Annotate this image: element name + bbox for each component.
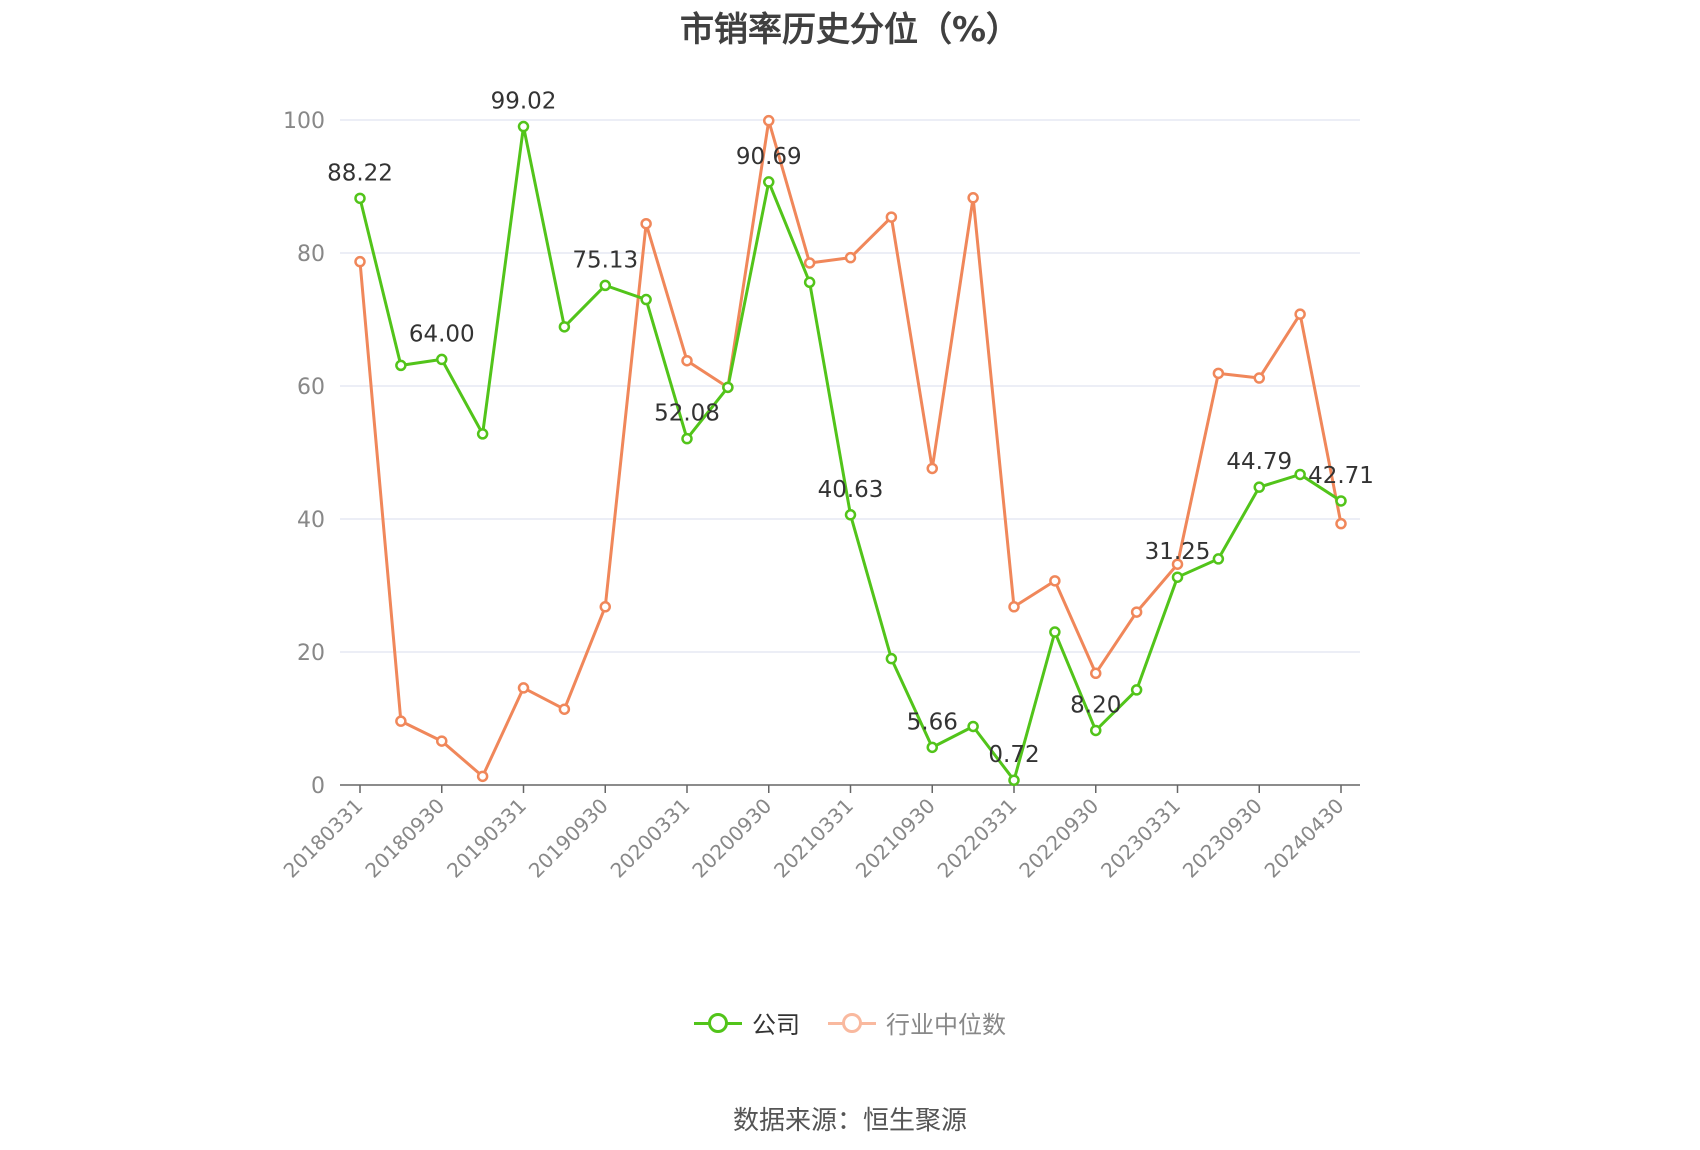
legend-label-industry-median: 行业中位数 xyxy=(886,1011,1006,1039)
y-tick-label: 100 xyxy=(283,109,325,134)
legend-item-industry-median[interactable]: 行业中位数 xyxy=(828,1005,1006,1040)
x-tick-label: 20190331 xyxy=(442,794,531,883)
data-point xyxy=(1090,724,1102,737)
data-point xyxy=(926,462,938,475)
data-source: 数据来源：恒生聚源 xyxy=(732,1106,967,1136)
data-point xyxy=(1335,517,1347,530)
x-tick-label: 20210331 xyxy=(769,794,858,883)
legend-swatch-company xyxy=(694,1011,742,1035)
x-axis: 2018033120180930201903312019093020200331… xyxy=(279,784,1360,883)
x-tick-label: 20180331 xyxy=(279,794,368,883)
data-point xyxy=(599,601,611,613)
data-point xyxy=(885,652,898,665)
x-tick-label: 20180930 xyxy=(360,794,449,883)
data-point xyxy=(681,354,693,367)
data-point xyxy=(476,428,489,440)
x-tick-label: 20210930 xyxy=(851,794,940,883)
data-label: 5.66 xyxy=(907,709,958,735)
data-point xyxy=(1294,468,1306,481)
data-point xyxy=(763,176,775,188)
data-point xyxy=(1212,367,1225,380)
x-tick-label: 20240430 xyxy=(1260,794,1349,883)
x-tick-label: 20200331 xyxy=(606,794,695,883)
data-point xyxy=(967,720,979,733)
data-label: 99.02 xyxy=(491,89,557,115)
data-point xyxy=(844,251,857,264)
legend-label-company: 公司 xyxy=(752,1011,800,1039)
series-layer xyxy=(354,114,1347,786)
data-point xyxy=(640,293,652,306)
data-point xyxy=(681,432,693,445)
data-label: 64.00 xyxy=(409,321,475,347)
data-point xyxy=(1130,606,1143,618)
data-point xyxy=(1212,553,1225,565)
data-point xyxy=(803,257,816,269)
y-tick-label: 20 xyxy=(297,641,325,666)
line-chart: 0 20 40 60 80 100 201803312018093020190331201… xyxy=(279,89,1374,883)
data-point xyxy=(1171,571,1184,583)
data-point xyxy=(1049,575,1061,587)
data-point xyxy=(1253,372,1265,384)
data-label: 75.13 xyxy=(572,247,638,273)
data-point xyxy=(599,279,611,292)
data-point xyxy=(354,192,366,205)
data-point xyxy=(926,741,938,754)
data-label: 0.72 xyxy=(988,742,1039,768)
data-label: 90.69 xyxy=(736,144,802,170)
x-tick-label: 20200930 xyxy=(687,794,776,883)
grid-lines xyxy=(340,119,1360,653)
data-point xyxy=(395,715,407,727)
data-point xyxy=(1008,601,1020,613)
legend: 公司 行业中位数 xyxy=(0,1005,1700,1040)
legend-item-company[interactable]: 公司 xyxy=(694,1005,800,1040)
data-point xyxy=(354,255,366,268)
data-point xyxy=(1253,481,1265,493)
y-tick-label: 60 xyxy=(297,375,325,400)
x-tick-label: 20230331 xyxy=(1096,794,1185,883)
data-point xyxy=(1049,626,1061,638)
series-line xyxy=(358,125,1342,782)
data-point xyxy=(436,353,448,366)
data-point xyxy=(1008,774,1020,786)
data-point xyxy=(476,770,489,783)
data-point xyxy=(885,211,898,223)
data-point xyxy=(844,509,857,521)
data-point xyxy=(395,359,407,372)
x-tick-label: 20220331 xyxy=(933,794,1022,883)
data-point xyxy=(640,217,652,230)
data-point xyxy=(1335,495,1347,507)
x-tick-label: 20220930 xyxy=(1014,794,1103,883)
chart-title: 市销率历史分位（%） xyxy=(679,10,1021,50)
data-label: 8.20 xyxy=(1070,692,1121,718)
data-label: 52.08 xyxy=(654,401,720,427)
data-point xyxy=(763,114,775,127)
data-point xyxy=(558,321,571,333)
data-point xyxy=(803,276,816,289)
y-tick-label: 0 xyxy=(311,774,325,799)
data-point xyxy=(1294,308,1306,320)
x-tick-label: 20230930 xyxy=(1178,794,1267,883)
series-line xyxy=(358,119,1343,778)
data-label: 42.71 xyxy=(1308,463,1374,489)
data-point xyxy=(436,735,448,747)
y-tick-label: 40 xyxy=(297,508,325,533)
legend-swatch-industry-median xyxy=(828,1011,876,1035)
data-labels: 88.22 64.00 99.02 75.13 52.08 90.69 40.63 5.66 0… xyxy=(327,89,1374,769)
data-label: 31.25 xyxy=(1145,539,1211,565)
data-point xyxy=(1130,684,1143,696)
data-point xyxy=(722,381,734,394)
y-tick-label: 80 xyxy=(297,242,325,267)
data-point xyxy=(517,120,530,133)
data-label: 44.79 xyxy=(1226,449,1292,475)
data-point xyxy=(1171,558,1184,570)
data-label: 88.22 xyxy=(327,160,393,186)
data-point xyxy=(1090,667,1102,680)
y-axis: 0 20 40 60 80 100 xyxy=(283,109,325,799)
data-point xyxy=(558,703,571,715)
data-label: 40.63 xyxy=(818,477,884,503)
data-point xyxy=(517,682,530,694)
data-point xyxy=(967,192,979,204)
x-tick-label: 20190930 xyxy=(524,794,613,883)
